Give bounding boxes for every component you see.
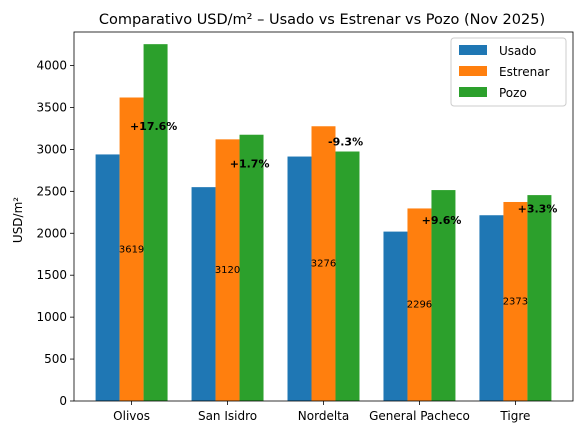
bar-usado-3 — [383, 231, 408, 401]
bar-estrenar-2 — [311, 126, 336, 401]
estrenar-value-label-2: 3276 — [311, 259, 336, 270]
pozo-premium-label-3: +9.6% — [422, 214, 462, 227]
bar-usado-1 — [191, 187, 216, 401]
legend: Usado Estrenar Pozo — [450, 37, 567, 107]
y-tick-label: 2000 — [36, 226, 67, 240]
bar-estrenar-4 — [503, 201, 528, 401]
bar-pozo-2 — [335, 151, 360, 401]
y-tick-label: 1500 — [36, 268, 67, 282]
legend-swatch-estrenar — [459, 66, 487, 76]
bar-estrenar-1 — [215, 139, 240, 401]
y-tick-label: 0 — [59, 394, 67, 408]
legend-label-usado: Usado — [499, 44, 536, 58]
axes-group: 0 500 1000 1500 2000 2500 3000 3500 4000 Olivos Sa… — [36, 31, 574, 423]
y-axis-label: USD/m² — [11, 197, 25, 243]
x-tick-label: Nordelta — [298, 409, 349, 423]
x-tick-label: General Pacheco — [369, 409, 470, 423]
x-tick-label: Tigre — [499, 409, 530, 423]
x-tick-label: Olivos — [113, 409, 150, 423]
pozo-premium-label-1: +1.7% — [230, 157, 270, 170]
pozo-premium-label-2: -9.3% — [328, 135, 363, 148]
chart-title: Comparativo USD/m² – Usado vs Estrenar v… — [99, 12, 545, 28]
estrenar-value-label-3: 2296 — [407, 300, 432, 311]
bar-usado-4 — [479, 215, 504, 401]
bars-group — [95, 44, 552, 402]
bar-pozo-3 — [431, 190, 456, 401]
bar-usado-0 — [95, 154, 120, 401]
bar-pozo-4 — [527, 195, 552, 401]
y-tick-label: 4000 — [36, 59, 67, 73]
estrenar-value-label-1: 3120 — [215, 265, 240, 276]
bar-pozo-1 — [239, 134, 264, 402]
data-labels-group: 3619 3120 3276 2296 2373 +17.6% +1.7% -9.3% +9.6… — [119, 120, 558, 311]
y-tick-label: 1000 — [36, 310, 67, 324]
pozo-premium-label-0: +17.6% — [130, 120, 177, 133]
estrenar-value-label-4: 2373 — [503, 297, 528, 308]
bar-usado-2 — [287, 156, 312, 401]
legend-swatch-pozo — [459, 87, 487, 97]
legend-label-estrenar: Estrenar — [499, 65, 550, 79]
y-tick-label: 2500 — [36, 184, 67, 198]
y-tick-label: 3000 — [36, 142, 67, 156]
legend-label-pozo: Pozo — [499, 86, 527, 100]
bar-pozo-0 — [143, 44, 168, 401]
y-tick-label: 3500 — [36, 100, 67, 114]
y-tick-label: 500 — [44, 352, 67, 366]
x-tick-label: San Isidro — [198, 409, 257, 423]
pozo-premium-label-4: +3.3% — [518, 203, 558, 216]
bar-estrenar-0 — [119, 97, 144, 401]
bar-estrenar-3 — [407, 208, 432, 401]
legend-swatch-usado — [459, 45, 487, 55]
estrenar-value-label-0: 3619 — [119, 244, 144, 255]
